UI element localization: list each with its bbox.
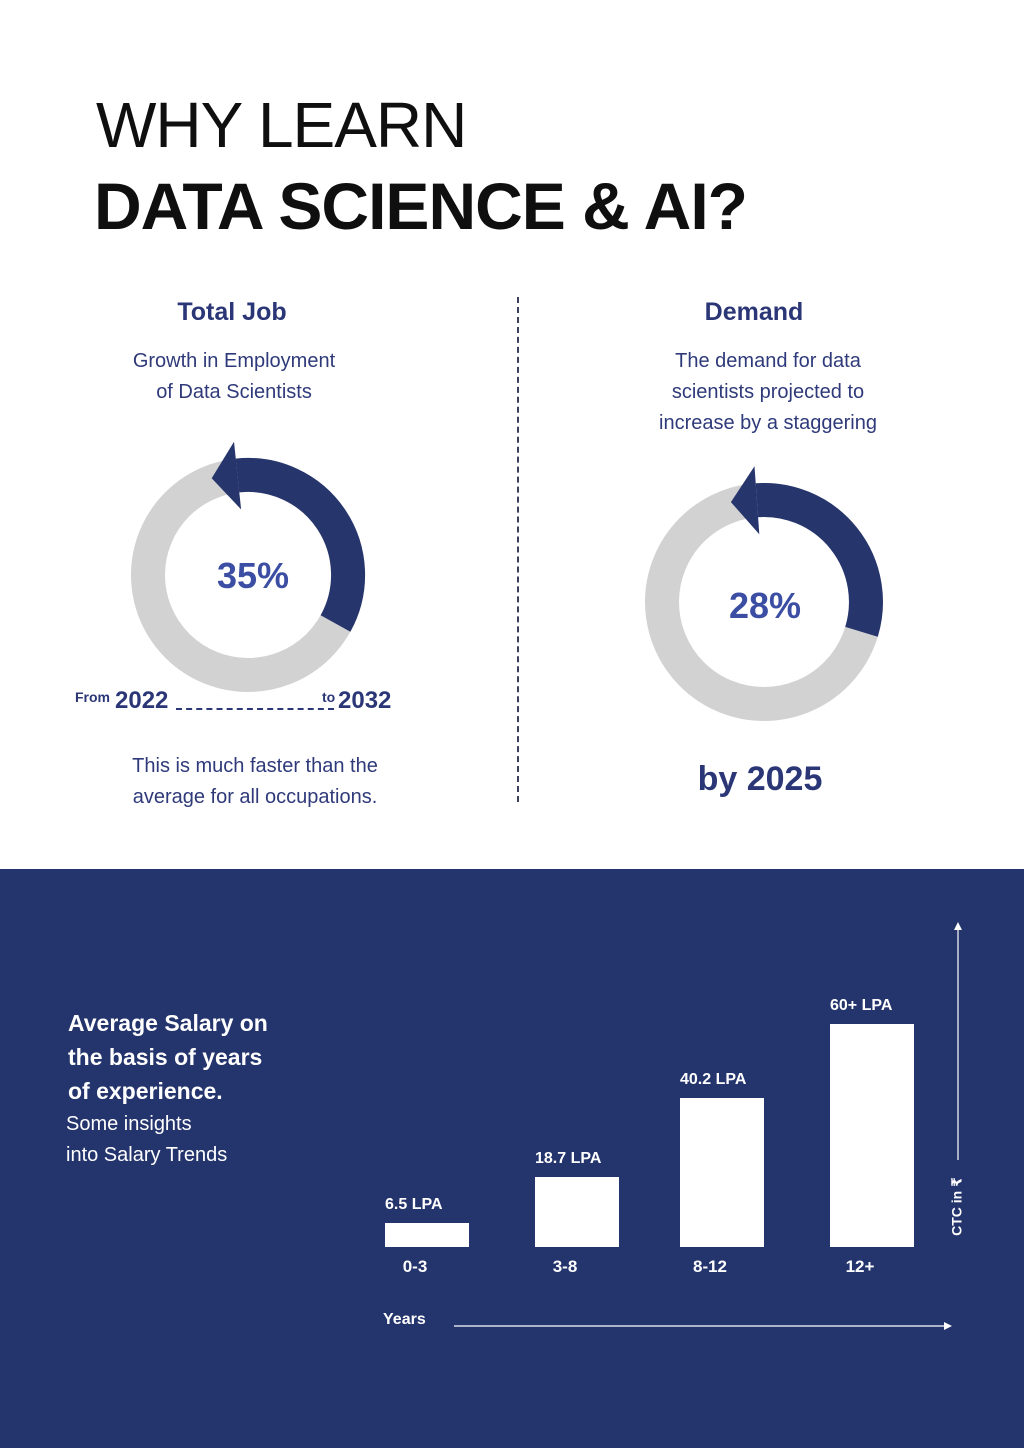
- salary-subtitle-line-1: Some insights: [66, 1113, 192, 1135]
- salary-bar: [535, 1177, 619, 1247]
- salary-bar-value-label: 40.2 LPA: [680, 1071, 747, 1088]
- demand-desc: The demand for data scientists projected…: [608, 346, 928, 439]
- demand-ring-progress: [755, 482, 883, 637]
- demand-ring: [645, 466, 883, 721]
- salary-title-line-1: Average Salary on: [68, 1010, 268, 1036]
- total-job-arrow-icon: [211, 441, 242, 510]
- salary-bar: [680, 1098, 764, 1247]
- total-job-percent: 35%: [216, 555, 290, 596]
- range-from-label: From: [75, 689, 110, 705]
- salary-bar-category-label: 12+: [845, 1257, 875, 1276]
- total-job-ring-progress: [235, 457, 366, 632]
- demand-year-label: by 2025: [697, 760, 823, 798]
- range-to-year: 2032: [338, 687, 392, 714]
- title-line-1: WHY LEARN: [96, 89, 467, 161]
- demand-percent: 28%: [728, 585, 802, 626]
- salary-bar-category-label: 3-8: [552, 1257, 578, 1276]
- total-job-desc-line-2: of Data Scientists: [156, 381, 312, 403]
- salary-bar-value-label: 60+ LPA: [830, 997, 893, 1014]
- total-job-note: This is much faster than the average for…: [90, 751, 420, 813]
- total-job-desc: Growth in Employment of Data Scientists: [84, 346, 384, 408]
- total-job-note-line-2: average for all occupations.: [132, 786, 378, 808]
- title-line-2: DATA SCIENCE & AI?: [94, 169, 748, 243]
- salary-bar-value-label: 6.5 LPA: [385, 1196, 443, 1213]
- salary-title-line-2: the basis of years: [68, 1044, 263, 1070]
- total-job-ring: [131, 441, 366, 692]
- demand-heading: Demand: [704, 298, 804, 326]
- demand-arrow-icon: [730, 466, 760, 535]
- total-job-heading: Total Job: [177, 298, 287, 326]
- salary-bar-value-label: 18.7 LPA: [535, 1150, 602, 1167]
- salary-title: Average Salary on the basis of years of …: [68, 1006, 368, 1108]
- salary-bar-category-label: 0-3: [402, 1257, 428, 1276]
- salary-bar: [385, 1223, 469, 1247]
- total-job-desc-line-1: Growth in Employment: [132, 350, 336, 372]
- salary-subtitle: Some insights into Salary Trends: [66, 1109, 366, 1171]
- salary-bar-category-label: 8-12: [692, 1257, 728, 1276]
- y-axis-label: CTC in ₹: [948, 1177, 965, 1236]
- column-divider: [517, 297, 519, 802]
- demand-desc-line-3: increase by a staggering: [659, 412, 877, 434]
- range-from-year: 2022: [115, 687, 169, 714]
- x-axis-label: Years: [383, 1311, 426, 1328]
- demand-desc-line-2: scientists projected to: [671, 381, 865, 403]
- total-job-note-line-1: This is much faster than the: [132, 755, 378, 777]
- salary-title-line-3: of experience.: [68, 1078, 223, 1104]
- range-to-label: to: [322, 689, 336, 705]
- range-dashed-line: [176, 708, 334, 710]
- demand-desc-line-1: The demand for data: [675, 350, 861, 372]
- salary-subtitle-line-2: into Salary Trends: [66, 1144, 228, 1166]
- salary-bar: [830, 1024, 914, 1247]
